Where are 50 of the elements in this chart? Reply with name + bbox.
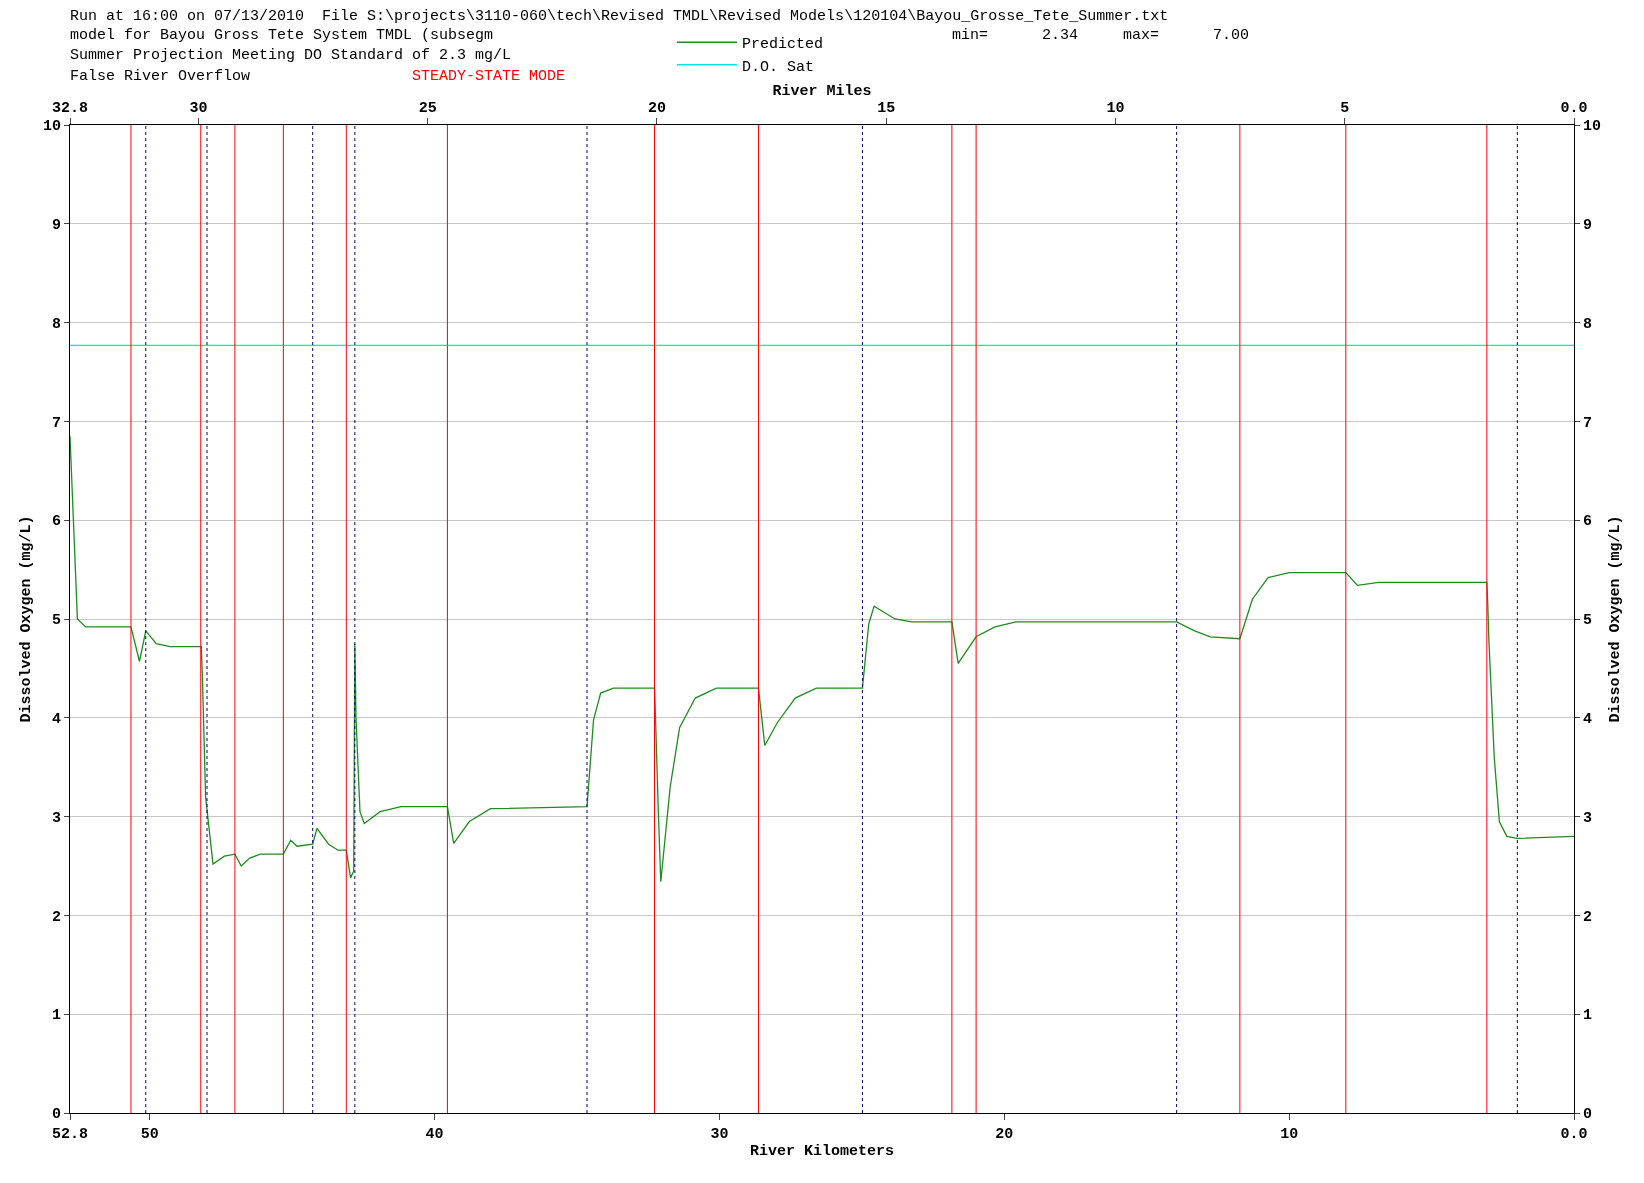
- y-tick-label: 5: [51, 612, 61, 630]
- text: min= 2.34 max= 7.00: [952, 27, 1250, 44]
- y2-tick-label: 0: [1583, 1106, 1593, 1124]
- y2-tick-label: 4: [1583, 711, 1593, 729]
- x-tick-label: 0.0: [1560, 1126, 1588, 1143]
- y-tick-label: 4: [51, 711, 61, 729]
- y-tick-label: 8: [51, 315, 61, 333]
- text: Run at 16:00 on 07/13/2010 File S:\projects\3110-060\tech\Revised TMDL\Revised Models\120104\Bayou_Grosse_Tete_Summer.txt: [70, 8, 1169, 25]
- text: False River Overflow: [70, 68, 251, 85]
- y2-tick-label: 8: [1583, 315, 1593, 333]
- y2-tick-label: 9: [1583, 217, 1593, 235]
- x-tick-label: 30: [710, 1126, 729, 1143]
- x-tick-label: 40: [425, 1126, 444, 1143]
- x2-tick-label: 5: [1340, 100, 1350, 117]
- y2-tick-label: 3: [1583, 809, 1593, 827]
- y-tick-label: 7: [51, 414, 61, 432]
- legend-label: D.O. Sat: [742, 58, 815, 76]
- x2-tick-label: 32.8: [51, 100, 89, 117]
- x2-axis-title: River Miles: [772, 83, 872, 101]
- y-tick-label: 1: [51, 1007, 61, 1025]
- x2-tick-label: 20: [647, 100, 666, 117]
- y2-tick-label: 2: [1583, 908, 1593, 926]
- y2-tick-label: 10: [1583, 118, 1602, 136]
- y-tick-label: 2: [51, 908, 61, 926]
- x-tick-label: 50: [140, 1126, 159, 1143]
- y-tick-label: 9: [51, 217, 61, 235]
- y2-tick-label: 1: [1583, 1007, 1593, 1025]
- y-tick-label: 3: [51, 809, 61, 827]
- y2-tick-label: 7: [1583, 414, 1593, 432]
- y-tick-label: 0: [51, 1106, 61, 1124]
- text: model for Bayou Gross Tete System TMDL (subsegm: [70, 27, 494, 44]
- x2-tick-label: 10: [1106, 100, 1125, 117]
- x2-tick-label: 0.0: [1560, 100, 1588, 117]
- y-tick-label: 6: [51, 513, 61, 531]
- line-series: [70, 435, 1574, 883]
- y2-axis-title: Dissolved Oxygen (mg/L): [1607, 515, 1625, 723]
- y-axis-title: Dissolved Oxygen (mg/L): [18, 515, 36, 723]
- x-axis-title: River Kilometers: [749, 1143, 895, 1160]
- text: Summer Projection Meeting DO Standard of 2.3 mg/L: [70, 47, 512, 64]
- x-tick-label: 20: [995, 1126, 1014, 1143]
- x2-tick-label: 30: [189, 100, 208, 117]
- legend-label: Predicted: [742, 36, 824, 54]
- y2-tick-label: 6: [1583, 513, 1593, 531]
- text: STEADY-STATE MODE: [412, 68, 566, 85]
- x-tick-label: 10: [1280, 1126, 1299, 1143]
- y-tick-label: 10: [42, 118, 61, 136]
- x2-tick-label: 15: [877, 100, 896, 117]
- x-tick-label: 52.8: [51, 1126, 89, 1143]
- y2-tick-label: 5: [1583, 612, 1593, 630]
- x2-tick-label: 25: [418, 100, 437, 117]
